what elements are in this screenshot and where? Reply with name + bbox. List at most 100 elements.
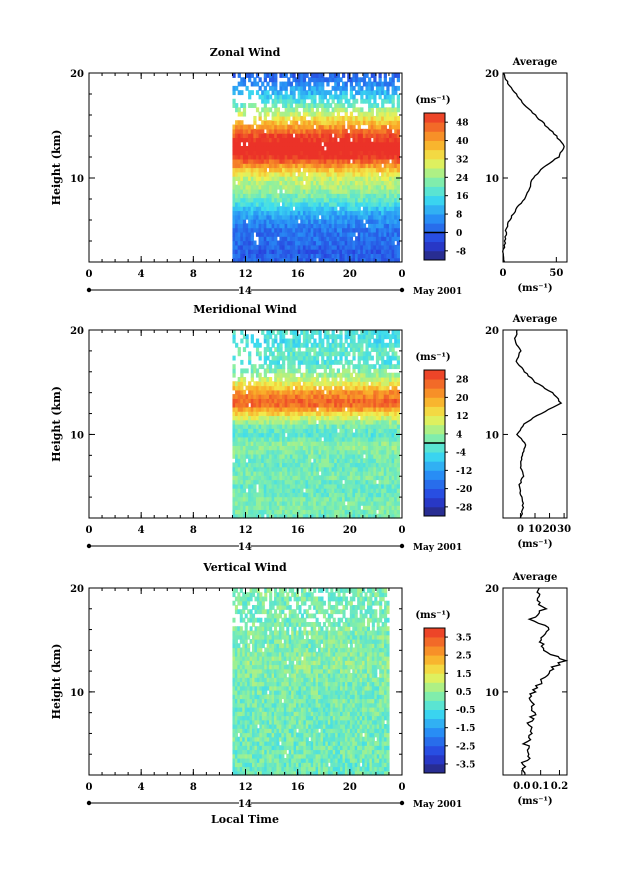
heatmap-cell [308,231,312,237]
heatmap-cell [315,441,320,446]
heatmap-cell [232,432,236,438]
heatmap-cell [302,359,307,365]
heatmap-cell [396,227,400,233]
heatmap-cell [355,330,359,335]
heatmap-cell [232,496,236,502]
heatmap-cell [255,475,260,481]
heatmap-cell [263,415,267,421]
heatmap-cell [373,389,377,395]
heatmap-cell [357,492,361,498]
heatmap-cell [318,411,322,417]
heatmap-cell [334,471,338,476]
heatmap-cell [310,389,314,395]
heatmap-cell [378,94,382,100]
heatmap-cell [287,483,291,489]
heatmap-cell [357,436,361,442]
heatmap-cell [289,128,294,134]
heatmap-cell [250,471,254,476]
heatmap-cell [245,214,249,220]
heatmap-cell [292,377,296,382]
heatmap-cell [255,419,260,425]
heatmap-cell [347,244,351,250]
heatmap-cell [310,244,314,250]
heatmap-cell [261,244,265,250]
heatmap-cell [368,236,372,242]
heatmap-cell [362,475,367,481]
heatmap-cell [315,133,320,139]
heatmap-cell [336,223,340,229]
heatmap-cell [321,197,325,203]
heatmap-cell [396,180,400,186]
heatmap-cell [266,154,270,160]
heatmap-cell [308,103,312,108]
heatmap-cell [235,471,239,476]
heatmap-cell [339,483,343,489]
heatmap-cell [352,492,356,498]
heatmap-cell [240,236,244,242]
heatmap-cell [360,236,364,242]
heatmap-cell [331,240,335,246]
heatmap-cell [255,415,260,421]
heatmap-cell [339,236,343,242]
heatmap-cell [287,415,291,421]
heatmap-cell [375,85,380,91]
heatmap-cell [321,411,325,417]
heatmap-cell [360,445,364,451]
date-label: May 2001 [413,287,462,297]
heatmap-cell [396,115,400,121]
heatmap-cell [362,240,367,246]
heatmap-cell [248,171,252,177]
heatmap-cell [279,338,283,344]
heatmap-cell [328,351,333,357]
heatmap-cell [297,436,301,442]
heatmap-cell [339,141,343,147]
heatmap-cell [328,150,333,156]
heatmap-cell [315,111,320,117]
heatmap-cell [349,249,354,255]
heatmap-cell [240,471,244,476]
heatmap-cell [339,436,343,442]
heatmap-cell [378,193,382,199]
heatmap-cell [287,133,291,139]
heatmap-cell [375,402,380,408]
heatmap-cell [370,219,374,224]
colorbar-unit: (ms⁻¹) [415,95,450,106]
heatmap-cell [347,98,351,104]
heatmap-cell [334,483,338,489]
heatmap-cell [292,411,296,417]
heatmap-cell [235,103,239,108]
heatmap-cell [274,402,278,408]
heatmap-cell [305,359,309,365]
heatmap-cell [355,471,359,476]
heatmap-cell [378,402,382,408]
heatmap-cell [266,223,270,229]
heatmap-cell [274,133,278,139]
heatmap-cell [300,128,304,134]
heatmap-cell [266,163,270,169]
heatmap-cell [342,398,346,404]
heatmap-cell [396,98,400,104]
heatmap-cell [261,120,265,126]
heatmap-cell [344,81,348,87]
heatmap-cell [292,124,296,130]
heatmap-cell [250,206,254,212]
heatmap-cell [378,368,382,374]
heatmap-cell [250,163,254,169]
heatmap-cell [328,206,333,212]
heatmap-cell [362,428,367,434]
heatmap-cell [391,120,395,126]
heatmap-cell [368,462,372,468]
heatmap-cell [321,120,325,126]
heatmap-cell [240,184,244,190]
heatmap-cell [378,227,382,233]
heatmap-cell [323,107,327,113]
heatmap-cell [302,141,307,147]
heatmap-cell [284,355,288,361]
heatmap-cell [297,103,301,108]
heatmap-cell [240,402,244,408]
heatmap-cell [396,184,400,190]
heatmap-cell [292,180,296,186]
heatmap-cell [300,103,304,108]
heatmap-cell [352,500,356,506]
heatmap-cell [355,120,359,126]
